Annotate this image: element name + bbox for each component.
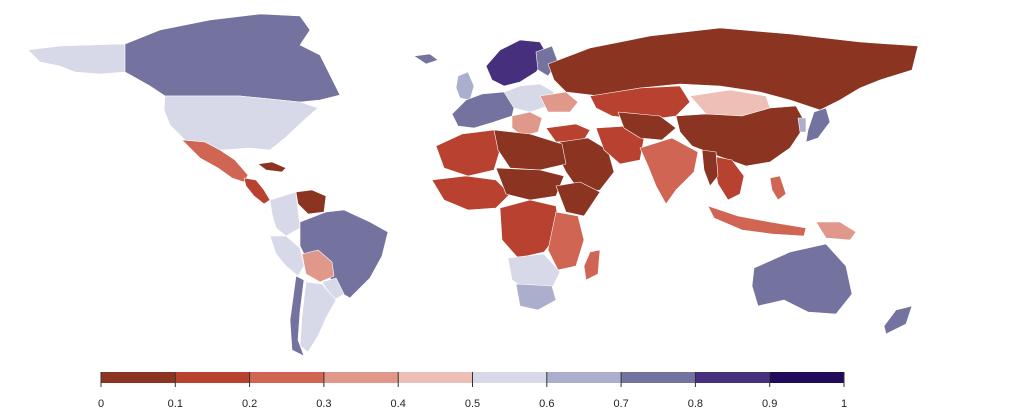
region-balkans[interactable]: [511, 111, 543, 137]
region-australia[interactable]: [751, 243, 853, 315]
legend-swatch: [695, 372, 771, 383]
region-myanmar[interactable]: [701, 149, 719, 187]
region-chile[interactable]: [289, 275, 305, 357]
region-japan[interactable]: [805, 107, 831, 143]
region-egypt-libya[interactable]: [493, 129, 567, 171]
region-alaska[interactable]: [27, 43, 126, 75]
region-papua[interactable]: [815, 221, 857, 241]
legend-swatch: [621, 372, 696, 383]
legend-tick-label: 0.1: [168, 398, 183, 410]
region-new-zealand[interactable]: [883, 305, 913, 335]
region-colombia[interactable]: [269, 191, 301, 237]
region-west-africa[interactable]: [431, 175, 511, 211]
region-cuba[interactable]: [257, 161, 287, 173]
legend-swatch: [472, 372, 548, 383]
legend-tick-marks: [100, 372, 845, 387]
legend-tick-label: 0: [98, 398, 104, 410]
legend-tick-label: 1: [841, 398, 847, 410]
region-sahel[interactable]: [495, 167, 565, 201]
legend-swatch: [546, 372, 622, 383]
region-korea[interactable]: [797, 117, 807, 133]
region-argentina[interactable]: [299, 281, 337, 353]
region-central-america[interactable]: [243, 177, 271, 205]
region-east-africa[interactable]: [547, 211, 585, 271]
region-peru[interactable]: [269, 235, 305, 277]
region-iceland[interactable]: [413, 53, 439, 65]
legend-swatch: [398, 372, 473, 383]
region-south-africa[interactable]: [515, 283, 557, 311]
region-madagascar[interactable]: [583, 249, 601, 281]
legend-swatch: [101, 372, 176, 383]
legend-swatch: [323, 372, 399, 383]
legend-tick-label: 0.6: [539, 398, 554, 410]
legend-tick-label: 0.2: [242, 398, 257, 410]
region-philippines[interactable]: [769, 175, 787, 201]
legend-tick-label: 0.8: [688, 398, 703, 410]
legend-swatch: [175, 372, 250, 383]
region-usa[interactable]: [163, 95, 319, 151]
color-legend: 0 0.1 0.2 0.3 0.4 0.5 0.6 0.7 0.8 0.9 1: [98, 372, 847, 410]
legend-tick-label: 0.9: [762, 398, 777, 410]
legend-swatches: [101, 372, 845, 383]
region-turkey[interactable]: [545, 123, 591, 143]
legend-tick-labels: 0 0.1 0.2 0.3 0.4 0.5 0.6 0.7 0.8 0.9 1: [98, 398, 847, 410]
world-choropleth-map: [27, 9, 919, 357]
legend-tick-label: 0.3: [316, 398, 331, 410]
legend-swatch: [769, 372, 845, 383]
region-venezuela[interactable]: [295, 189, 327, 215]
region-indonesia[interactable]: [707, 205, 807, 237]
region-bolivia[interactable]: [301, 249, 335, 283]
region-uk-ireland[interactable]: [455, 71, 475, 101]
country-regions: [27, 9, 919, 357]
region-southeast-asia[interactable]: [711, 155, 745, 201]
legend-tick-label: 0.4: [391, 398, 406, 410]
legend-swatch: [249, 372, 325, 383]
region-greenland[interactable]: [289, 9, 451, 73]
legend-tick-label: 0.5: [465, 398, 480, 410]
region-india[interactable]: [639, 137, 699, 205]
region-horn-of-africa[interactable]: [555, 181, 601, 217]
region-north-africa[interactable]: [435, 129, 501, 177]
region-canada[interactable]: [124, 13, 341, 103]
region-ukraine[interactable]: [539, 91, 579, 113]
legend-tick-label: 0.7: [613, 398, 628, 410]
region-central-asia[interactable]: [617, 111, 677, 141]
